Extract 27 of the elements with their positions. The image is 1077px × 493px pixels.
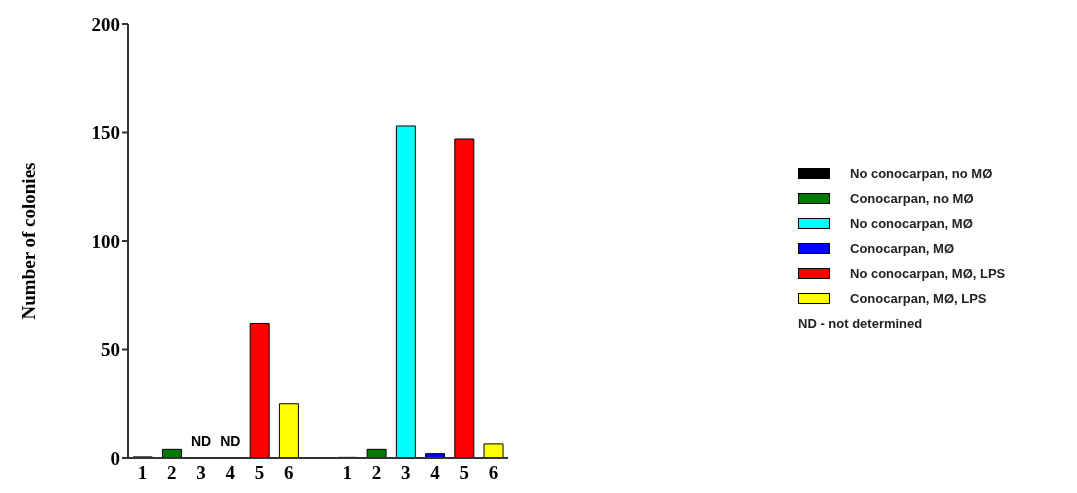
x-tick-label: 3 [400, 462, 411, 484]
legend-label: Conocarpan, MØ, LPS [850, 290, 987, 306]
y-tick-label: 50 [101, 339, 120, 361]
text: ND - not determined [798, 314, 924, 333]
y-tick-label: 150 [91, 122, 120, 144]
legend-label: No conocarpan, MØ, LPS [850, 265, 1006, 281]
y-axis-title: Number of colonies [17, 162, 39, 320]
x-tick-label: 1 [342, 462, 352, 484]
y-tick-label: 0 [110, 447, 120, 469]
y-tick-label: 200 [91, 13, 120, 35]
x-tick-label: 2 [167, 462, 177, 484]
annotation: ND [220, 433, 241, 449]
legend-label: No conocarpan, MØ [850, 215, 973, 231]
x-tick-label: 5 [254, 462, 265, 484]
x-tick-label: 6 [488, 462, 499, 484]
annotation: ND [190, 433, 212, 449]
y-tick-label: 100 [91, 230, 120, 252]
x-tick-label: 4 [430, 462, 441, 484]
x-tick-label: 5 [459, 462, 469, 484]
legend-label: No conocarpan, no MØ [850, 165, 993, 181]
x-tick-label: 1 [137, 462, 148, 484]
x-tick-label: 4 [225, 462, 236, 484]
x-tick-label: 3 [196, 462, 206, 484]
x-tick-label: 6 [284, 462, 294, 484]
x-tick-label: 2 [371, 462, 382, 484]
legend-label: Conocarpan, no MØ [850, 190, 974, 206]
legend-label: Conocarpan, MØ [850, 240, 955, 256]
